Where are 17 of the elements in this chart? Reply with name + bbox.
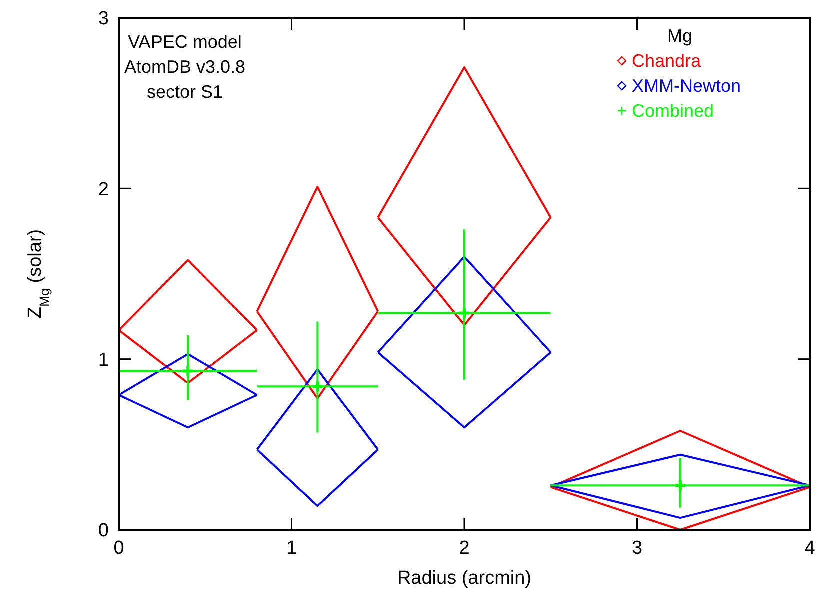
x-tick-label: 3 [632,538,643,559]
annotation: AtomDB v3.0.8 [124,57,246,77]
x-tick-label: 0 [114,538,124,559]
y-tick-label: 1 [98,350,109,371]
x-tick-label: 1 [286,538,298,559]
y-tick-label: 0 [98,520,109,542]
annotation: VAPEC model [128,32,242,52]
legend-label: Combined [632,101,714,121]
y-tick-label: 2 [98,179,109,200]
legend-label: Chandra [632,51,702,71]
x-axis-title: Radius (arcmin) [397,568,532,589]
x-tick-label: 4 [804,538,816,559]
legend-label: XMM-Newton [632,76,742,96]
y-tick-label: 3 [98,8,109,30]
legend-title: Mg [667,26,693,46]
annotation: sector S1 [146,82,224,102]
x-tick-label: 2 [459,538,470,559]
